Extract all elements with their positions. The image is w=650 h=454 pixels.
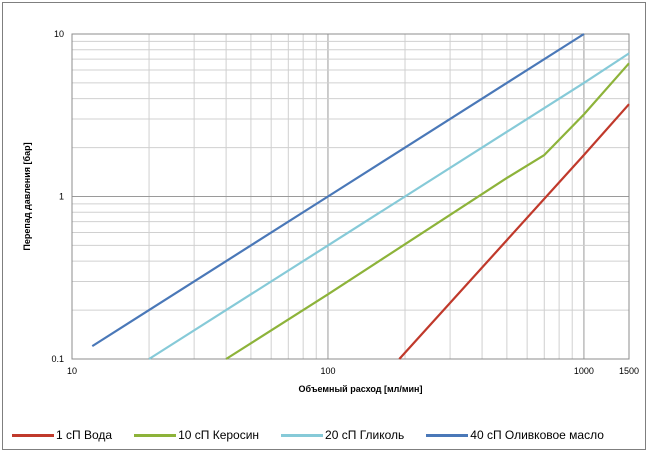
plot-area-border	[71, 33, 630, 360]
legend-swatch	[426, 433, 469, 437]
legend-swatch	[12, 433, 54, 437]
legend-label: 20 сП Гликоль	[325, 428, 405, 442]
legend-label: 40 сП Оливковое масло	[470, 428, 604, 442]
legend: 1 сП Вода 10 сП Керосин 20 сП Гликоль 40 сП…	[0, 424, 650, 446]
y-tick-label: 1	[59, 192, 64, 202]
legend-label: 10 сП Керосин	[178, 428, 260, 442]
legend-item-1: 1 сП Вода	[12, 428, 112, 442]
legend-label: 1 сП Вода	[56, 428, 113, 442]
legend-swatch	[281, 433, 324, 437]
x-tick-label: 1500	[619, 366, 639, 376]
tick-labels: 10 100 1000 1500 0.1 1 10	[51, 29, 639, 376]
legend-item-4: 40 сП Оливковое масло	[426, 428, 604, 442]
x-tick-label: 100	[320, 366, 335, 376]
series-line-1	[398, 103, 630, 360]
legend-swatch	[134, 433, 177, 437]
series-line-4	[91, 33, 585, 348]
series-line-2	[225, 62, 630, 360]
chart-frame	[2, 2, 646, 450]
x-axis-title: Объемный расход [мл/мин]	[299, 384, 423, 394]
legend-item-2: 10 сП Керосин	[134, 428, 259, 442]
y-tick-label: 10	[54, 29, 64, 39]
x-tick-label: 10	[67, 366, 77, 376]
y-tick-label: 0.1	[51, 354, 64, 364]
series-line-3	[148, 52, 630, 360]
y-axis-title: Перепад давления [бар]	[22, 142, 32, 250]
x-tick-label: 1000	[574, 366, 594, 376]
legend-item-3: 20 сП Гликоль	[281, 428, 404, 442]
series-lines	[91, 33, 630, 360]
